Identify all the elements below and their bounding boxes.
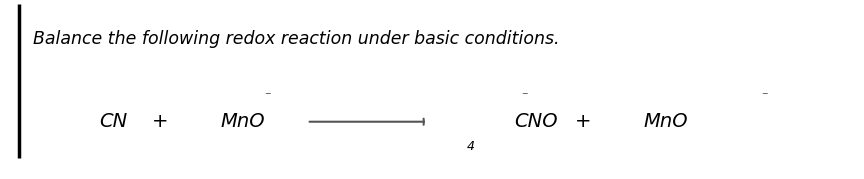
- Text: 4: 4: [467, 140, 475, 153]
- Text: ⁻: ⁻: [522, 90, 528, 103]
- Text: ⁻: ⁻: [264, 90, 270, 103]
- Text: CNO: CNO: [514, 112, 557, 131]
- Text: MnO: MnO: [220, 112, 265, 131]
- Text: CN: CN: [99, 112, 128, 131]
- Text: MnO: MnO: [644, 112, 689, 131]
- Text: +: +: [575, 112, 592, 131]
- Text: Balance the following redox reaction under basic conditions.: Balance the following redox reaction und…: [33, 30, 559, 48]
- Text: +: +: [151, 112, 168, 131]
- Text: ⁻: ⁻: [761, 90, 767, 103]
